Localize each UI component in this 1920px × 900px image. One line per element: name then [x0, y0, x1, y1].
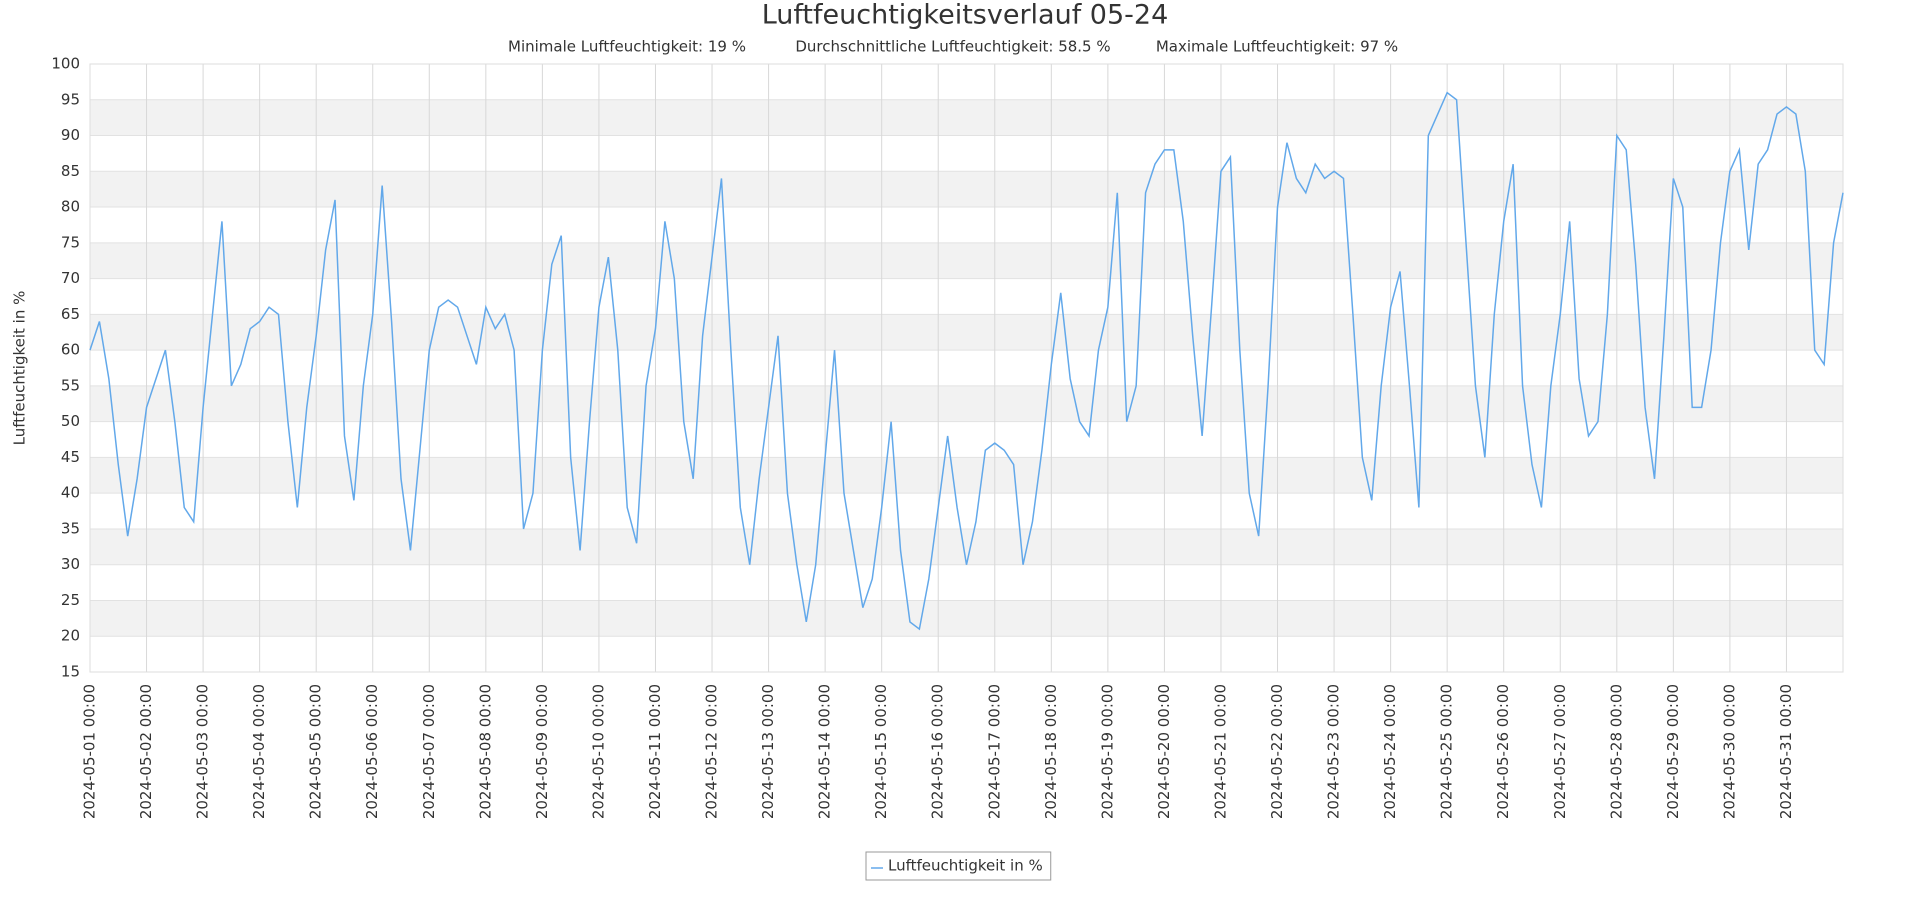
legend-label: Luftfeuchtigkeit in % — [888, 857, 1043, 875]
grid-band — [90, 99, 1843, 136]
grid-band — [90, 242, 1843, 279]
grid-band — [90, 385, 1843, 422]
y-tick-label: 15 — [61, 663, 80, 681]
plot-border — [89, 63, 1844, 673]
x-tick-label: 2024-05-24 00:00 — [1381, 684, 1399, 819]
x-tick-label: 2024-05-08 00:00 — [476, 684, 494, 819]
subtitle: Minimale Luftfeuchtigkeit: 19 % — [508, 38, 746, 56]
x-tick-label: 2024-05-21 00:00 — [1211, 684, 1229, 819]
y-tick-label: 65 — [61, 305, 80, 323]
y-tick-label: 35 — [61, 519, 80, 537]
grid-band — [90, 171, 1843, 208]
y-tick-label: 85 — [61, 162, 80, 180]
subtitle: Maximale Luftfeuchtigkeit: 97 % — [1156, 38, 1398, 56]
x-tick-label: 2024-05-14 00:00 — [816, 684, 834, 819]
y-tick-label: 30 — [61, 555, 80, 573]
y-tick-label: 60 — [61, 341, 80, 359]
x-tick-label: 2024-05-23 00:00 — [1325, 684, 1343, 819]
x-tick-label: 2024-05-30 00:00 — [1720, 684, 1738, 819]
x-tick-label: 2024-05-01 00:00 — [81, 684, 99, 819]
x-tick-label: 2024-05-11 00:00 — [646, 684, 664, 819]
x-tick-label: 2024-05-06 00:00 — [363, 684, 381, 819]
y-tick-label: 90 — [61, 126, 80, 144]
x-tick-label: 2024-05-28 00:00 — [1607, 684, 1625, 819]
y-tick-label: 75 — [61, 233, 80, 251]
grid-band — [90, 314, 1843, 351]
x-tick-label: 2024-05-10 00:00 — [589, 684, 607, 819]
y-tick-label: 50 — [61, 412, 80, 430]
x-tick-label: 2024-05-02 00:00 — [137, 684, 155, 819]
y-tick-label: 55 — [61, 376, 80, 394]
x-tick-label: 2024-05-03 00:00 — [194, 684, 212, 819]
grid-band — [90, 457, 1843, 494]
x-tick-label: 2024-05-13 00:00 — [759, 684, 777, 819]
subtitle: Durchschnittliche Luftfeuchtigkeit: 58.5… — [795, 38, 1110, 56]
y-tick-label: 100 — [51, 55, 80, 73]
x-tick-label: 2024-05-31 00:00 — [1777, 684, 1795, 819]
x-tick-label: 2024-05-16 00:00 — [929, 684, 947, 819]
y-axis-label: Luftfeuchtigkeit in % — [11, 291, 29, 446]
x-tick-label: 2024-05-22 00:00 — [1268, 684, 1286, 819]
x-tick-label: 2024-05-15 00:00 — [872, 684, 890, 819]
x-tick-label: 2024-05-25 00:00 — [1438, 684, 1456, 819]
x-tick-label: 2024-05-07 00:00 — [420, 684, 438, 819]
y-tick-label: 40 — [61, 484, 80, 502]
y-tick-label: 45 — [61, 448, 80, 466]
x-tick-label: 2024-05-04 00:00 — [250, 684, 268, 819]
grid-band — [90, 600, 1843, 637]
x-tick-label: 2024-05-12 00:00 — [703, 684, 721, 819]
y-tick-label: 95 — [61, 90, 80, 108]
legend-box — [865, 851, 1052, 881]
chart-title: Luftfeuchtigkeitsverlauf 05-24 — [762, 0, 1169, 31]
x-tick-label: 2024-05-05 00:00 — [307, 684, 325, 819]
y-tick-label: 25 — [61, 591, 80, 609]
grid-band — [90, 528, 1843, 565]
x-tick-label: 2024-05-26 00:00 — [1494, 684, 1512, 819]
x-tick-label: 2024-05-19 00:00 — [1098, 684, 1116, 819]
y-tick-label: 80 — [61, 198, 80, 216]
x-tick-label: 2024-05-18 00:00 — [1042, 684, 1060, 819]
y-tick-label: 70 — [61, 269, 80, 287]
x-tick-label: 2024-05-17 00:00 — [985, 684, 1003, 819]
x-tick-label: 2024-05-20 00:00 — [1155, 684, 1173, 819]
data-line — [89, 91, 1844, 631]
x-tick-label: 2024-05-29 00:00 — [1664, 684, 1682, 819]
y-tick-label: 20 — [61, 627, 80, 645]
x-tick-label: 2024-05-09 00:00 — [533, 684, 551, 819]
x-tick-label: 2024-05-27 00:00 — [1551, 684, 1569, 819]
